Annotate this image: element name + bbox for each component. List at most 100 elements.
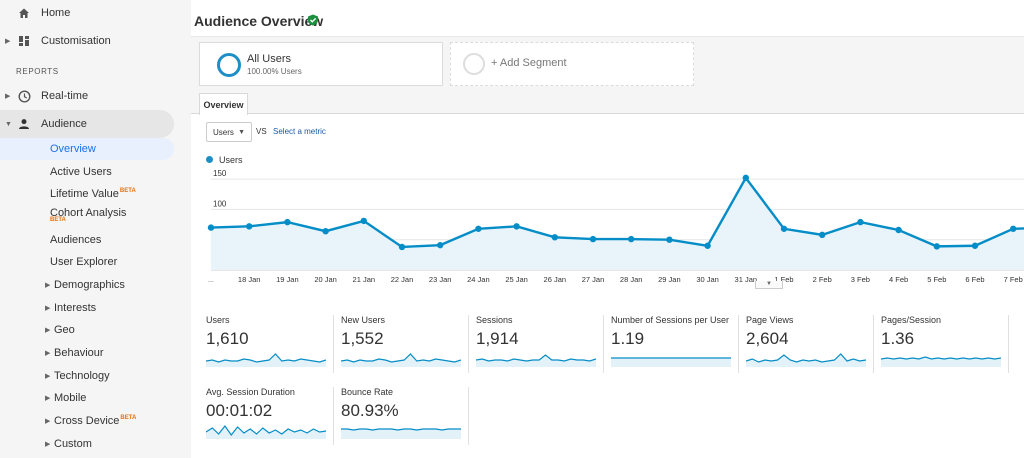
expand-arrow-icon[interactable]: ▶ — [45, 395, 51, 402]
sub-item-geo[interactable]: ▶ Geo — [0, 319, 174, 341]
sub-item-label: Behaviour — [54, 347, 104, 359]
sub-item-label: Demographics — [54, 279, 125, 291]
nav-audience[interactable]: ▼ Audience — [0, 110, 174, 138]
x-tick-label: 30 Jan — [696, 275, 719, 284]
x-tick-label: 2 Feb — [813, 275, 832, 284]
cross-device-text: Cross Device — [54, 415, 120, 427]
scorecard-divider — [333, 387, 334, 445]
sub-item-label: Technology — [54, 370, 110, 382]
expand-arrow-icon[interactable]: ▶ — [5, 38, 11, 45]
sub-item-interests[interactable]: ▶ Interests — [0, 297, 174, 319]
x-tick-label: 7 Feb — [1004, 275, 1023, 284]
collapse-arrow-icon[interactable]: ▼ — [5, 120, 12, 128]
scorecard-label: Page Views — [746, 315, 794, 325]
metric-dropdown[interactable]: Users ▼ — [206, 122, 252, 142]
data-point — [437, 241, 444, 249]
data-point — [1010, 225, 1017, 232]
sub-item-label: Lifetime ValueBETA — [50, 188, 136, 200]
expand-arrow-icon[interactable]: ▶ — [45, 350, 51, 357]
segment-bar: All Users 100.00% Users + Add Segment — [191, 37, 1024, 89]
scorecard-sessions[interactable]: Sessions 1,914 — [461, 315, 596, 385]
x-tick-label: 24 Jan — [467, 275, 490, 284]
scorecard-number-of-sessions-per-user[interactable]: Number of Sessions per User 1.19 — [596, 315, 731, 385]
scorecard-page-views[interactable]: Page Views 2,604 — [731, 315, 866, 385]
sub-item-label: User Explorer — [50, 256, 118, 268]
sparkline — [341, 428, 461, 439]
scorecard-value: 80.93% — [341, 401, 399, 420]
scorecard-divider — [333, 315, 334, 373]
data-point — [398, 243, 406, 251]
segment-percentage: 100.00% Users — [247, 67, 302, 76]
sub-item-custom[interactable]: ▶ Custom — [0, 433, 174, 455]
expand-arrow-icon[interactable]: ▶ — [45, 373, 51, 380]
scorecard-divider — [468, 387, 469, 445]
main-panel: Audience Overview All Users 100.00% User… — [191, 0, 1024, 458]
segment-all-users[interactable]: All Users 100.00% Users — [199, 42, 443, 86]
x-tick-ellipsis: ... — [208, 277, 214, 284]
beta-badge: BETA — [50, 217, 66, 223]
sparkline — [881, 356, 1001, 367]
x-tick-label: 22 Jan — [391, 275, 414, 284]
scorecard-bounce-rate[interactable]: Bounce Rate 80.93% — [326, 387, 461, 457]
data-point — [589, 235, 597, 243]
sub-item-overview[interactable]: Overview — [0, 138, 174, 160]
x-tick-label: 21 Jan — [353, 275, 376, 284]
lifetime-value-text: Lifetime Value — [50, 188, 119, 200]
sub-item-label: Cross DeviceBETA — [54, 415, 136, 427]
nav-realtime[interactable]: ▶ Real-time — [0, 83, 191, 109]
sub-item-demographics[interactable]: ▶ Demographics — [0, 274, 174, 296]
x-tick-label: 29 Jan — [658, 275, 681, 284]
sub-item-user-explorer[interactable]: User Explorer — [0, 251, 174, 273]
nav-realtime-label: Real-time — [41, 90, 89, 102]
scorecard-label: Bounce Rate — [341, 387, 394, 397]
expand-arrow-icon[interactable]: ▶ — [45, 441, 51, 448]
expand-arrow-icon[interactable]: ▶ — [5, 93, 11, 100]
expand-arrow-icon[interactable]: ▶ — [45, 282, 51, 289]
x-tick-label: 25 Jan — [505, 275, 528, 284]
add-segment-button[interactable]: + Add Segment — [450, 42, 694, 86]
legend-dot-icon — [206, 156, 213, 163]
sparkline-area — [476, 355, 596, 367]
select-metric-link[interactable]: Select a metric — [273, 127, 326, 136]
beta-badge: BETA — [120, 415, 137, 422]
sub-item-label: Overview — [50, 143, 96, 155]
scorecard-pages-session[interactable]: Pages/Session 1.36 — [866, 315, 1001, 385]
title-bar: Audience Overview — [191, 0, 1024, 37]
expand-arrow-icon[interactable]: ▶ — [45, 327, 51, 334]
sub-item-behaviour[interactable]: ▶ Behaviour — [0, 342, 174, 364]
sparkline — [476, 354, 596, 367]
sub-item-active-users[interactable]: Active Users — [0, 161, 174, 183]
data-point — [819, 231, 826, 239]
nav-customisation[interactable]: ▶ Customisation — [0, 28, 191, 54]
sub-item-lifetime-value[interactable]: Lifetime ValueBETA — [0, 183, 174, 205]
dashboard-icon — [17, 34, 31, 48]
sub-item-label: Custom — [54, 438, 92, 450]
sub-item-audiences[interactable]: Audiences — [0, 229, 174, 251]
expand-arrow-icon[interactable]: ▶ — [45, 418, 51, 425]
sub-item-technology[interactable]: ▶ Technology — [0, 365, 174, 387]
x-tick-label: 27 Jan — [582, 275, 605, 284]
x-tick-label: 4 Feb — [889, 275, 908, 284]
chart-collapse-handle[interactable]: ▼ — [755, 281, 783, 289]
page-title: Audience Overview — [194, 13, 324, 29]
data-point — [742, 174, 749, 182]
scorecard-avg-session-duration[interactable]: Avg. Session Duration 00:01:02 — [191, 387, 326, 457]
reports-section-header: REPORTS — [16, 67, 59, 76]
sparkline-line — [881, 356, 1001, 360]
scorecard-users[interactable]: Users 1,610 — [191, 315, 326, 385]
nav-home-label: Home — [41, 7, 71, 19]
home-icon — [17, 6, 31, 20]
sub-item-cross-device[interactable]: ▶ Cross DeviceBETA — [0, 410, 174, 432]
scorecard-new-users[interactable]: New Users 1,552 — [326, 315, 461, 385]
data-point — [857, 218, 864, 226]
sub-item-cohort-analysis[interactable]: Cohort Analysis BETA — [0, 202, 174, 228]
tab-bar: Overview — [191, 89, 1024, 115]
sidebar: Home ▶ Customisation REPORTS ▶ Real-time… — [0, 0, 191, 458]
segment-name: All Users — [247, 53, 292, 65]
expand-arrow-icon[interactable]: ▶ — [45, 305, 51, 312]
sub-item-mobile[interactable]: ▶ Mobile — [0, 387, 174, 409]
nav-home[interactable]: Home — [0, 0, 191, 26]
data-point — [513, 223, 520, 230]
sub-item-label: Geo — [54, 324, 75, 336]
tab-overview[interactable]: Overview — [199, 93, 248, 115]
